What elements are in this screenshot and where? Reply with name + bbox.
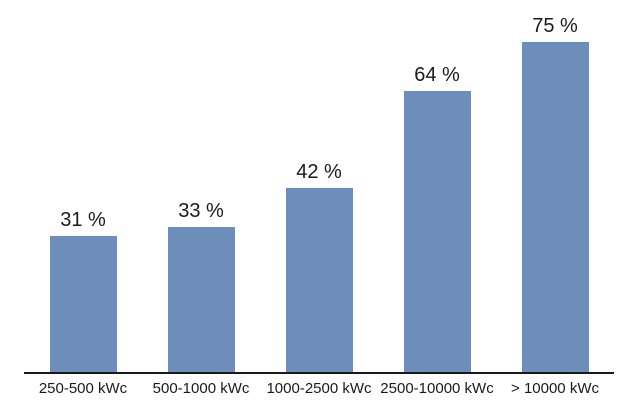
bar[interactable] [285, 188, 353, 373]
bar[interactable] [49, 236, 117, 373]
bar-value-label: 33 % [178, 200, 224, 222]
bar[interactable] [403, 91, 471, 373]
bar-group: 42 % [260, 161, 378, 373]
x-axis-line [24, 372, 614, 374]
bar-group: 33 % [142, 200, 260, 373]
bar-group: 64 % [378, 64, 496, 373]
x-axis-category-label: 250-500 kWc [38, 380, 128, 397]
x-axis-category-label: > 10000 kWc [511, 380, 599, 397]
bar-value-label: 31 % [60, 209, 106, 231]
x-axis-category-label: 2500-10000 kWc [380, 380, 494, 397]
bar-value-label: 75 % [532, 15, 578, 37]
bar[interactable] [521, 42, 589, 373]
bar-value-label: 64 % [414, 64, 460, 86]
bar[interactable] [167, 227, 235, 373]
x-axis-category-label: 1000-2500 kWc [266, 380, 372, 397]
bar-group: 31 % [24, 209, 142, 373]
bar-value-label: 42 % [296, 161, 342, 183]
plot-area: 31 % 33 % 42 % 64 % 75 % [24, 13, 614, 373]
x-axis-category-labels: 250-500 kWc 500-1000 kWc 1000-2500 kWc 2500… [24, 379, 614, 398]
bar-group: 75 % [496, 15, 614, 373]
x-axis-category-label: 500-1000 kWc [152, 380, 250, 397]
